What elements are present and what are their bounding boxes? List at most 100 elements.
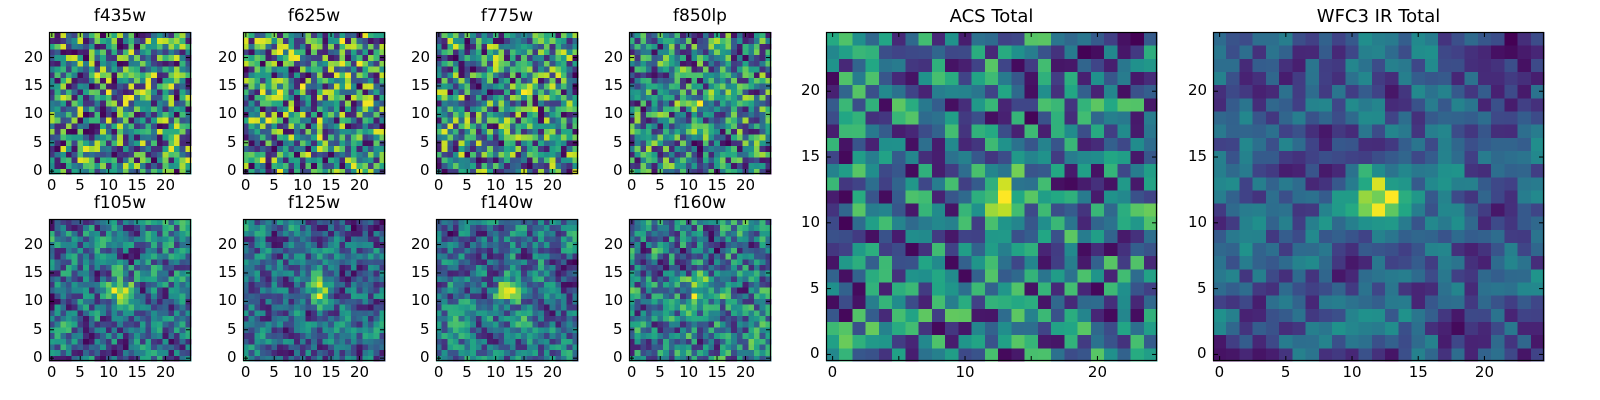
- heatmap-cell: [753, 275, 761, 282]
- heatmap-cell: [322, 117, 329, 124]
- heatmap-cell: [555, 321, 562, 328]
- heatmap-cell: [543, 32, 551, 39]
- heatmap-cell: [657, 326, 664, 334]
- heatmap-cell: [282, 111, 289, 118]
- heatmap-cell: [88, 258, 95, 265]
- heatmap-cell: [475, 338, 482, 345]
- heatmap-cell: [736, 355, 744, 362]
- heatmap-cell: [492, 37, 499, 44]
- heatmap-cell: [481, 105, 488, 113]
- heatmap-cell: [77, 343, 84, 351]
- heatmap-cell: [504, 117, 511, 124]
- heatmap-cell: [156, 349, 164, 356]
- heatmap-cell: [436, 60, 443, 67]
- heatmap-cell: [265, 43, 272, 50]
- heatmap-cell: [634, 94, 641, 101]
- heatmap-cell: [549, 264, 556, 271]
- heatmap-cell: [742, 298, 749, 305]
- heatmap-cell: [316, 258, 324, 265]
- heatmap-cell: [339, 315, 346, 322]
- heatmap-cell: [538, 281, 545, 288]
- heatmap-cell: [350, 156, 358, 164]
- heatmap-cell: [151, 332, 158, 339]
- heatmap-cell: [49, 287, 56, 294]
- heatmap-cell: [753, 60, 761, 67]
- heatmap-cell: [117, 355, 124, 362]
- heatmap-cell: [271, 230, 278, 237]
- heatmap-cell: [122, 241, 130, 248]
- heatmap-cell: [475, 128, 482, 135]
- heatmap-cell: [475, 298, 482, 305]
- heatmap-cell: [248, 134, 255, 141]
- heatmap-cell: [151, 43, 158, 50]
- heatmap-cell: [753, 49, 761, 56]
- heatmap-cell: [311, 117, 318, 124]
- heatmap-cell: [71, 287, 78, 294]
- heatmap-cell: [77, 270, 84, 277]
- heatmap-cell: [753, 309, 761, 317]
- heatmap-cell: [742, 287, 749, 294]
- heatmap-cell: [134, 338, 141, 345]
- heatmap-cell: [646, 71, 653, 78]
- axes-frame: [242, 31, 386, 175]
- heatmap-cell: [179, 338, 186, 345]
- heatmap-cell: [288, 349, 295, 356]
- heatmap-cell: [685, 321, 692, 328]
- heatmap-cell: [333, 71, 341, 78]
- heatmap-cell: [475, 253, 482, 260]
- heatmap-cell: [260, 304, 267, 311]
- heatmap-cell: [277, 349, 284, 356]
- heatmap-cell: [753, 43, 761, 50]
- heatmap-cell: [77, 264, 84, 271]
- heatmap-cell: [759, 54, 766, 61]
- heatmap-cell: [668, 88, 675, 95]
- heatmap-cell: [362, 224, 369, 231]
- heatmap-cell: [248, 270, 255, 277]
- heatmap-cell: [447, 309, 454, 317]
- heatmap-cell: [532, 134, 539, 141]
- heatmap-cell: [532, 66, 539, 73]
- heatmap-cell: [299, 343, 306, 351]
- heatmap-image: [48, 218, 192, 362]
- heatmap-cell: [566, 111, 573, 118]
- heatmap-cell: [753, 139, 761, 147]
- heatmap-cell: [254, 100, 261, 107]
- heatmap-cell: [248, 100, 255, 107]
- heatmap-cell: [168, 117, 175, 124]
- heatmap-cell: [555, 230, 562, 237]
- heatmap-cell: [492, 241, 499, 248]
- heatmap-cell: [328, 156, 335, 164]
- heatmap-cell: [139, 49, 147, 56]
- heatmap-cell: [49, 349, 56, 356]
- heatmap-cell: [333, 77, 341, 84]
- heatmap-cell: [151, 253, 158, 260]
- heatmap-cell: [453, 287, 460, 294]
- heatmap-cell: [117, 111, 124, 118]
- heatmap-cell: [549, 122, 556, 130]
- heatmap-cell: [447, 275, 454, 282]
- heatmap-cell: [294, 275, 301, 282]
- heatmap-cell: [487, 145, 494, 152]
- heatmap-cell: [173, 156, 181, 164]
- heatmap-cell: [736, 304, 744, 311]
- heatmap-cell: [708, 49, 715, 56]
- heatmap-cell: [299, 230, 306, 237]
- heatmap-cell: [759, 326, 766, 334]
- heatmap-cell: [674, 304, 681, 311]
- heatmap-cell: [83, 349, 90, 356]
- heatmap-cell: [691, 355, 698, 362]
- heatmap-cell: [60, 151, 67, 158]
- heatmap-cell: [481, 134, 488, 141]
- heatmap-cell: [134, 298, 141, 305]
- heatmap-cell: [453, 315, 460, 322]
- heatmap-cell: [117, 43, 124, 50]
- heatmap-cell: [111, 88, 118, 95]
- heatmap-cell: [470, 162, 477, 169]
- heatmap-cell: [668, 355, 675, 362]
- heatmap-cell: [470, 321, 477, 328]
- heatmap-cell: [498, 349, 505, 356]
- heatmap-cell: [379, 60, 386, 67]
- heatmap-cell: [560, 236, 568, 243]
- heatmap-cell: [663, 94, 670, 101]
- heatmap-cell: [498, 128, 505, 135]
